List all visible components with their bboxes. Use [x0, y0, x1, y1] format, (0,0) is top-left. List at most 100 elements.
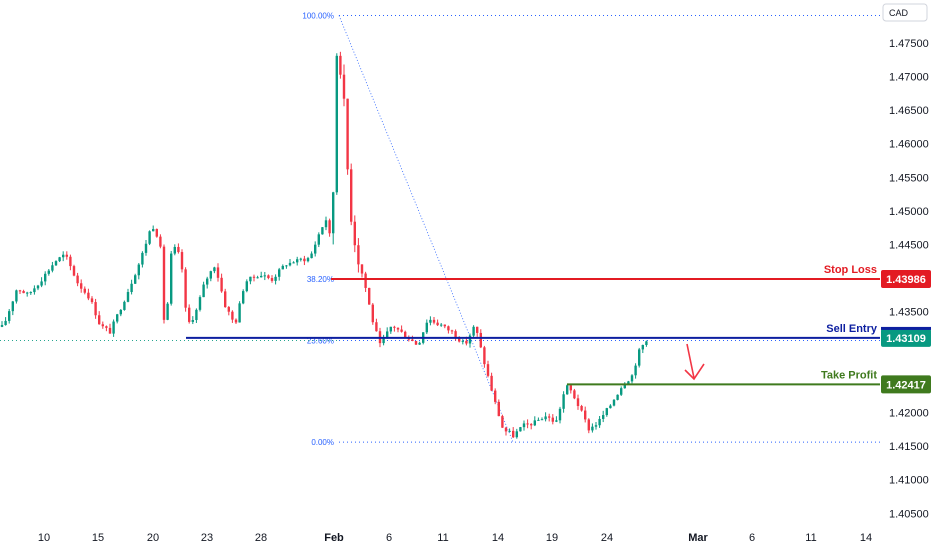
candle-body [558, 408, 562, 421]
candle-body [281, 265, 284, 270]
fib-level-label: 100.00% [302, 12, 334, 21]
candle-body [51, 265, 54, 271]
candle-body [375, 322, 378, 332]
candle-body [551, 417, 554, 422]
x-tick-label: 24 [601, 532, 613, 544]
candle-body [490, 375, 493, 391]
candle-body [119, 309, 122, 315]
candle-body [65, 254, 68, 257]
candle-body [224, 291, 227, 308]
y-tick-label: 1.44500 [889, 239, 929, 251]
candle-body [540, 419, 544, 421]
candle-body [72, 266, 76, 276]
trade-levels: Stop Loss Sell Entry Take Profit [186, 264, 880, 386]
candle-body [173, 246, 176, 254]
candle-body [620, 388, 623, 395]
candle-body [418, 342, 421, 345]
candle-body [555, 420, 558, 422]
time-axis[interactable]: 10 15 20 23 28 Feb 6 11 14 19 24 Mar 6 11 14 [38, 532, 872, 544]
candle-body [137, 264, 140, 276]
candle-body [566, 385, 569, 395]
x-tick-label: 23 [201, 532, 213, 544]
candle-body [328, 220, 331, 234]
candle-body [249, 276, 252, 282]
candle-body [530, 424, 533, 426]
stop-loss-price-text: 1.43986 [886, 274, 926, 286]
candle-body [29, 292, 32, 294]
candle-body [609, 405, 612, 409]
candle-body [44, 273, 47, 282]
candle-body [440, 324, 443, 326]
candle-body [116, 314, 119, 322]
candle-body [526, 423, 529, 425]
candle-body [216, 267, 220, 278]
candle-body [494, 390, 497, 402]
candle-body [627, 381, 630, 385]
candle-body [436, 322, 439, 326]
candle-body [638, 349, 641, 366]
take-profit-price-text: 1.42417 [886, 379, 926, 391]
candle-body [108, 327, 112, 334]
candle-body [350, 169, 353, 222]
candle-body [342, 74, 346, 99]
x-tick-label: 10 [38, 532, 50, 544]
candle-body [447, 326, 450, 331]
candle-body [274, 276, 277, 281]
candle-body [512, 430, 515, 438]
candle-body [54, 261, 58, 266]
candle-body [76, 275, 79, 284]
price-axis[interactable]: CAD 1.47500 1.47000 1.46500 1.46000 1.45500 1… [882, 3, 929, 520]
candle-body [288, 262, 292, 266]
stop-loss-label: Stop Loss [824, 264, 877, 276]
y-tick-label: 1.46500 [889, 105, 929, 117]
candle-body [292, 262, 295, 264]
candle-body [605, 408, 608, 416]
y-tick-label: 1.43500 [889, 307, 929, 319]
candle-body [270, 278, 274, 281]
candle-body [26, 292, 29, 294]
candle-body [188, 307, 191, 322]
candle-body [332, 192, 335, 234]
candle-body [18, 290, 22, 292]
candle-body [386, 331, 389, 338]
candle-body [177, 246, 180, 253]
candle-body [591, 426, 594, 431]
candle-body [519, 427, 522, 432]
y-tick-label: 1.45000 [889, 206, 929, 218]
candle-body [155, 229, 158, 237]
y-tick-label: 1.47000 [889, 71, 929, 83]
candle-body [62, 254, 65, 258]
candle-body [303, 258, 306, 262]
candle-body [314, 244, 317, 254]
candle-body [515, 431, 518, 438]
currency-label: CAD [889, 8, 909, 18]
candle-body [162, 246, 166, 320]
candle-body [573, 390, 576, 399]
x-tick-label: 15 [92, 532, 104, 544]
candle-body [562, 394, 565, 409]
candle-body [461, 340, 464, 342]
candle-body [321, 227, 324, 235]
sell-entry-price-tag [881, 328, 931, 347]
candle-body [126, 292, 130, 302]
y-tick-label: 1.41500 [889, 441, 929, 453]
candle-body [432, 319, 436, 323]
candle-body [623, 384, 626, 389]
currency-badge[interactable] [882, 3, 928, 22]
fibonacci-retracement: 100.00% 38.20% 23.60% 0.00% [0, 12, 880, 447]
candle-body [170, 253, 173, 304]
candle-body [130, 283, 133, 293]
candle-body [353, 221, 356, 246]
candle-body [324, 220, 328, 228]
fib-level-label: 38.20% [307, 275, 334, 284]
x-tick-label: 14 [860, 532, 872, 544]
candle-body [368, 287, 371, 305]
candle-body [569, 385, 572, 391]
candle-body [479, 332, 482, 348]
candle-body [317, 234, 320, 245]
candle-body [98, 315, 101, 325]
candle-body [152, 229, 155, 232]
candle-body [299, 258, 302, 260]
sell-entry-tag-edge [881, 326, 931, 330]
